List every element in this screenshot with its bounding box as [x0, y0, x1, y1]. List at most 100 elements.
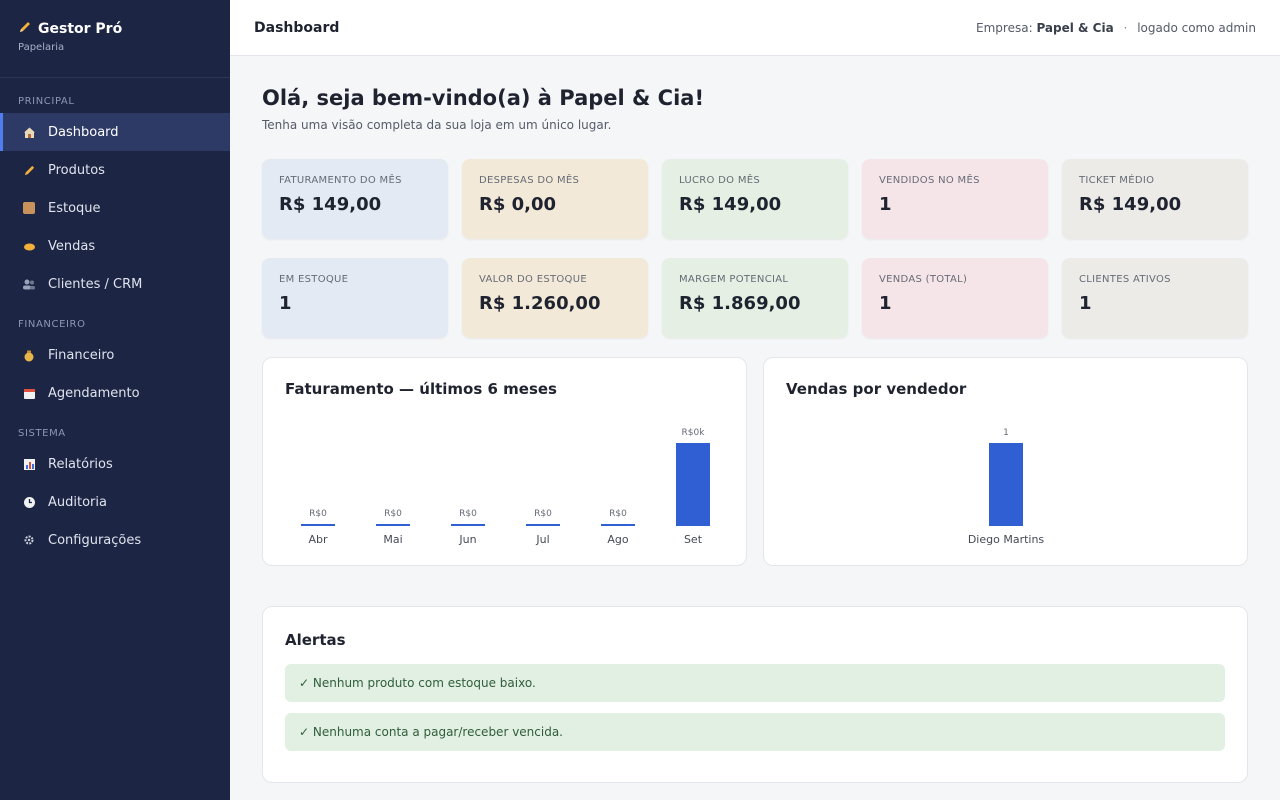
kpi-value: 1	[1079, 293, 1092, 314]
sellers-chart-title: Vendas por vendedor	[786, 380, 967, 398]
kpi-value: R$ 149,00	[1079, 194, 1182, 215]
sidebar-item-label: Relatórios	[48, 456, 113, 472]
revenue-chart-card: Faturamento — últimos 6 meses R$0 Abr R$0 M…	[262, 357, 747, 566]
sidebar-item-label: Vendas	[48, 238, 96, 254]
brand-subtitle: Papelaria	[18, 42, 65, 53]
alerts-card: Alertas ✓ Nenhum produto com estoque bai…	[262, 606, 1248, 783]
sidebar-item-auditoria[interactable]: Auditoria	[0, 483, 230, 521]
chart-bar	[601, 524, 635, 526]
kpi-label: EM ESTOQUE	[279, 274, 349, 285]
sidebar-item-financeiro[interactable]: Financeiro	[0, 336, 230, 374]
gear-icon	[22, 533, 36, 547]
kpi-card-vendas-total: VENDAS (TOTAL) 1	[862, 258, 1048, 338]
kpi-label: TICKET MÉDIO	[1079, 175, 1155, 186]
sidebar-item-dashboard[interactable]: Dashboard	[0, 113, 230, 151]
revenue-chart-title: Faturamento — últimos 6 meses	[285, 380, 557, 398]
sidebar-item-estoque[interactable]: Estoque	[0, 189, 230, 227]
separator: ·	[1123, 20, 1128, 35]
chart-bar	[526, 524, 560, 526]
kpi-label: VENDIDOS NO MÊS	[879, 175, 980, 186]
kpi-value: 1	[879, 194, 892, 215]
kpi-card-valor-estoque: VALOR DO ESTOQUE R$ 1.260,00	[462, 258, 648, 338]
chart-category-label: Set	[684, 533, 703, 546]
clock-icon	[22, 495, 36, 509]
kpi-label: CLIENTES ATIVOS	[1079, 274, 1171, 285]
brand-name: Gestor Pró	[38, 21, 123, 37]
chart-category-label: Jul	[535, 533, 549, 546]
money-bag-icon	[22, 348, 36, 362]
brand-title[interactable]: Gestor Pró	[18, 20, 212, 38]
kpi-card-clientes: CLIENTES ATIVOS 1	[1062, 258, 1248, 338]
handshake-icon	[22, 239, 36, 253]
users-icon	[22, 277, 36, 291]
chart-bar	[301, 524, 335, 526]
section-label-financeiro: FINANCEIRO	[18, 319, 86, 330]
chart-category-label: Diego Martins	[968, 533, 1045, 546]
kpi-card-em-estoque: EM ESTOQUE 1	[262, 258, 448, 338]
kpi-label: DESPESAS DO MÊS	[479, 175, 580, 186]
alert-bills: ✓ Nenhuma conta a pagar/receber vencida.	[285, 713, 1225, 751]
chart-category-label: Mai	[383, 533, 402, 546]
kpi-card-faturamento: FATURAMENTO DO MÊS R$ 149,00	[262, 159, 448, 239]
sidebar-item-label: Produtos	[48, 162, 105, 178]
sidebar-item-label: Estoque	[48, 200, 101, 216]
kpi-row-1: FATURAMENTO DO MÊS R$ 149,00 DESPESAS DO…	[262, 159, 1248, 239]
alert-text: ✓ Nenhuma conta a pagar/receber vencida.	[299, 725, 563, 739]
sidebar-item-label: Agendamento	[48, 385, 140, 401]
kpi-value: R$ 1.260,00	[479, 293, 601, 314]
chart-bar	[989, 443, 1023, 526]
kpi-card-lucro: LUCRO DO MÊS R$ 149,00	[662, 159, 848, 239]
kpi-label: FATURAMENTO DO MÊS	[279, 175, 402, 186]
welcome-subtitle: Tenha uma visão completa da sua loja em …	[262, 118, 612, 132]
chart-category-label: Ago	[607, 533, 629, 546]
chart-bar	[676, 443, 710, 526]
revenue-chart: R$0 Abr R$0 Mai R$0 Jun R$0 Jul R$0 Ago R$0k Set	[301, 428, 710, 546]
alert-text: ✓ Nenhum produto com estoque baixo.	[299, 676, 536, 690]
kpi-value: R$ 0,00	[479, 194, 557, 215]
logged-user: logado como admin	[1137, 20, 1256, 35]
chart-data-label: R$0	[609, 509, 627, 519]
section-label-principal: PRINCIPAL	[18, 96, 75, 107]
sidebar-item-label: Financeiro	[48, 347, 115, 363]
kpi-card-despesas: DESPESAS DO MÊS R$ 0,00	[462, 159, 648, 239]
pencil-icon	[18, 20, 32, 38]
alert-low-stock: ✓ Nenhum produto com estoque baixo.	[285, 664, 1225, 702]
welcome-title: Olá, seja bem-vindo(a) à Papel & Cia!	[262, 86, 705, 110]
topbar: Dashboard Empresa: Papel & Cia · logado …	[230, 0, 1280, 56]
kpi-value: R$ 1.869,00	[679, 293, 801, 314]
session-info: Empresa: Papel & Cia · logado como admin	[976, 21, 1256, 35]
kpi-label: VENDAS (TOTAL)	[879, 274, 968, 285]
company-name: Papel & Cia	[1036, 20, 1114, 35]
sidebar-item-relatorios[interactable]: Relatórios	[0, 445, 230, 483]
chart-category-label: Abr	[308, 533, 328, 546]
kpi-value: 1	[279, 293, 292, 314]
alerts-title: Alertas	[285, 631, 346, 649]
pencil-icon	[22, 163, 36, 177]
sidebar: Gestor Pró Papelaria PRINCIPAL Dashboard…	[0, 0, 230, 800]
page-title: Dashboard	[254, 19, 340, 36]
sidebar-item-label: Configurações	[48, 532, 142, 548]
chart-data-label: R$0	[459, 509, 477, 519]
chart-data-label: R$0	[534, 509, 552, 519]
kpi-value: R$ 149,00	[279, 194, 382, 215]
sidebar-item-configuracoes[interactable]: Configurações	[0, 521, 230, 559]
sidebar-item-produtos[interactable]: Produtos	[0, 151, 230, 189]
sidebar-item-label: Clientes / CRM	[48, 276, 143, 292]
chart-bar	[376, 524, 410, 526]
chart-data-label: R$0	[384, 509, 402, 519]
sidebar-item-agendamento[interactable]: Agendamento	[0, 374, 230, 412]
chart-data-label: R$0k	[682, 428, 706, 438]
kpi-label: LUCRO DO MÊS	[679, 175, 761, 186]
box-icon	[22, 201, 36, 215]
sidebar-item-clientes[interactable]: Clientes / CRM	[0, 265, 230, 303]
sidebar-item-vendas[interactable]: Vendas	[0, 227, 230, 265]
home-icon	[22, 125, 36, 139]
sellers-chart: 1 Diego Martins	[968, 428, 1045, 546]
kpi-label: MARGEM POTENCIAL	[679, 274, 789, 285]
kpi-card-ticket: TICKET MÉDIO R$ 149,00	[1062, 159, 1248, 239]
company-prefix: Empresa:	[976, 20, 1033, 35]
main-content: Olá, seja bem-vindo(a) à Papel & Cia! Te…	[262, 86, 1248, 338]
chart-data-label: 1	[1003, 428, 1009, 438]
bar-chart-icon	[22, 457, 36, 471]
brand: Gestor Pró Papelaria	[0, 0, 230, 78]
